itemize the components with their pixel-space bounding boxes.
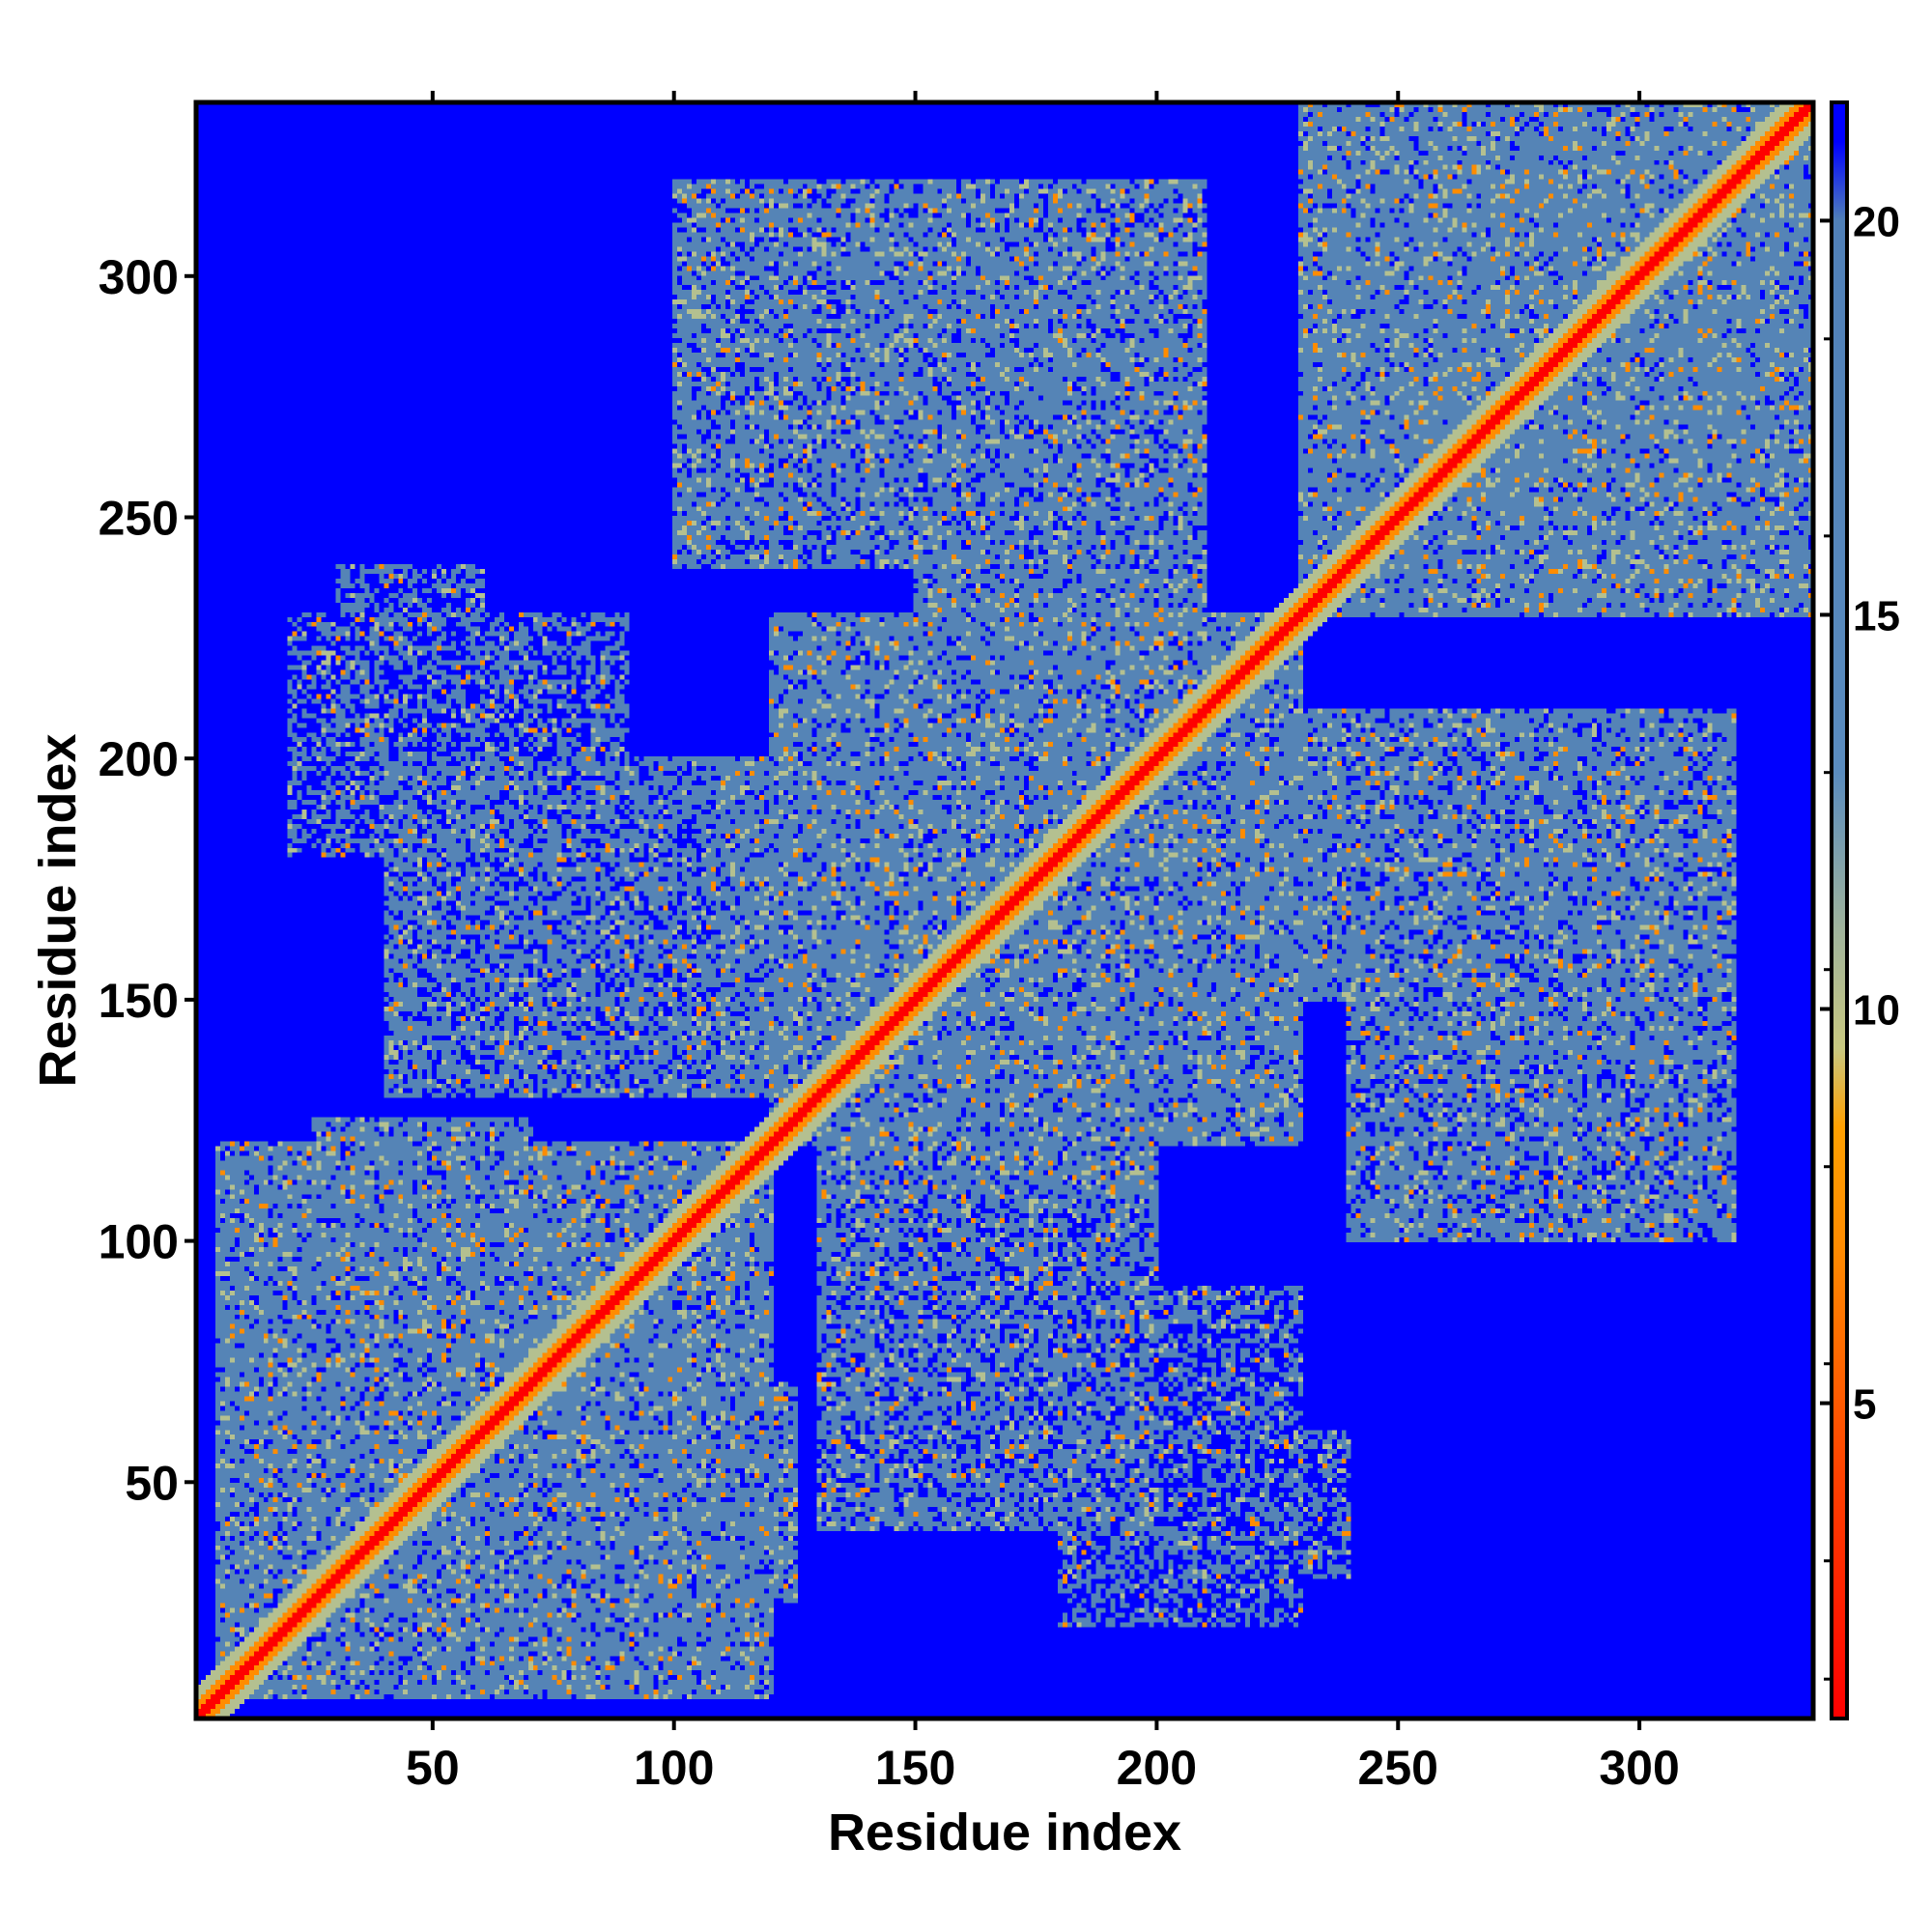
y-tick-label: 150 bbox=[99, 974, 179, 1028]
x-axis-title: Residue index bbox=[828, 1804, 1181, 1861]
x-tick-label: 300 bbox=[1599, 1741, 1679, 1795]
x-tick-label: 50 bbox=[406, 1741, 460, 1795]
x-tick-label: 200 bbox=[1117, 1741, 1197, 1795]
plot-frame bbox=[193, 99, 1816, 1721]
y-tick-label: 50 bbox=[125, 1456, 179, 1510]
colorbar bbox=[1830, 100, 1849, 1720]
colorbar-tick-label: 10 bbox=[1853, 987, 1900, 1035]
y-tick-label: 200 bbox=[99, 732, 179, 786]
heatmap-cells bbox=[196, 102, 1813, 1719]
y-axis-title: Residue index bbox=[29, 733, 87, 1087]
x-tick-label: 150 bbox=[875, 1741, 955, 1795]
colorbar-tick-label: 20 bbox=[1853, 198, 1900, 245]
colorbar-axis: 5 10 15 20 bbox=[1820, 198, 1900, 1681]
x-tick-label: 100 bbox=[634, 1741, 714, 1795]
plot-area bbox=[196, 102, 1813, 1719]
colorbar-tick-label: 15 bbox=[1853, 592, 1900, 639]
colorbar-tick-label: 5 bbox=[1853, 1381, 1876, 1429]
y-tick-label: 250 bbox=[99, 491, 179, 545]
y-tick-label: 100 bbox=[99, 1215, 179, 1269]
x-axis: 50 100 150 200 250 300 bbox=[406, 91, 1680, 1795]
x-tick-label: 250 bbox=[1358, 1741, 1438, 1795]
y-axis: 50 100 150 200 250 300 bbox=[99, 250, 196, 1510]
y-tick-label: 300 bbox=[99, 250, 179, 304]
